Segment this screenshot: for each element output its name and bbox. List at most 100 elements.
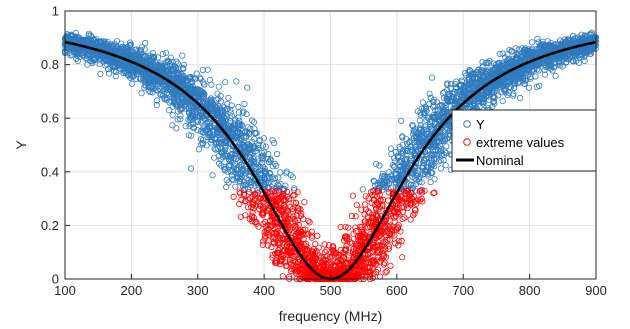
y-point	[377, 179, 384, 186]
y-point	[534, 35, 541, 43]
y-point	[407, 182, 414, 189]
y-point	[465, 68, 472, 76]
y-point	[107, 57, 115, 64]
extreme-point	[362, 201, 369, 208]
extreme-point	[382, 254, 390, 261]
y-point	[138, 50, 145, 58]
y-point	[486, 89, 493, 96]
y-point	[473, 98, 480, 105]
extreme-point	[381, 228, 389, 235]
y-point	[398, 150, 405, 157]
extreme-point	[254, 190, 261, 197]
y-point	[244, 124, 251, 131]
y-point	[227, 157, 234, 165]
y-point	[156, 67, 164, 74]
y-point	[427, 121, 434, 128]
y-point	[453, 95, 460, 102]
y-point	[110, 47, 117, 54]
y-point	[514, 51, 521, 58]
y-point	[93, 40, 101, 47]
y-point	[528, 62, 535, 69]
y-point	[273, 150, 281, 158]
extreme-point	[338, 253, 345, 260]
y-point	[371, 178, 378, 185]
y-point	[215, 115, 222, 122]
y-point	[215, 138, 222, 145]
extreme-point	[407, 199, 414, 206]
extreme-point	[312, 240, 319, 247]
extreme-point	[348, 212, 355, 220]
y-point	[570, 32, 577, 40]
y-point	[197, 75, 204, 83]
extreme-point	[379, 196, 387, 203]
y-point	[210, 131, 218, 138]
y-point	[566, 37, 573, 44]
y-point	[419, 99, 426, 106]
y-point	[388, 176, 395, 183]
y-point	[207, 95, 214, 102]
extreme-point	[292, 199, 299, 206]
y-point	[408, 137, 415, 144]
extreme-point	[297, 233, 304, 240]
y-point	[538, 48, 546, 56]
y-point	[226, 156, 233, 163]
y-point	[215, 83, 222, 90]
extreme-point	[387, 262, 394, 269]
y-point	[475, 66, 482, 73]
y-point	[201, 115, 208, 122]
extreme-point	[345, 252, 352, 259]
y-point	[168, 98, 175, 105]
extreme-point	[369, 264, 376, 271]
y-point	[564, 53, 571, 61]
y-point	[163, 90, 170, 97]
extreme-point	[268, 244, 275, 251]
y-point	[151, 58, 158, 65]
y-point	[416, 178, 423, 185]
y-point	[228, 151, 235, 158]
y-point	[433, 110, 441, 117]
extreme-point	[276, 206, 283, 213]
extreme-point	[295, 221, 303, 229]
y-point	[514, 55, 521, 62]
y-point	[249, 138, 256, 146]
y-point	[247, 180, 254, 187]
extreme-point	[290, 262, 297, 269]
y-point	[239, 109, 246, 116]
y-point	[222, 118, 229, 125]
y-point	[423, 167, 430, 174]
y-point	[512, 77, 519, 84]
extreme-point	[275, 187, 282, 194]
y-point	[398, 158, 405, 165]
y-point	[179, 81, 187, 88]
extreme-point	[352, 213, 359, 220]
y-point	[236, 131, 243, 138]
extreme-point	[256, 201, 264, 208]
y-point	[202, 100, 209, 107]
y-point	[190, 74, 197, 81]
y-point	[422, 151, 429, 158]
y-point	[271, 175, 279, 182]
extreme-point	[358, 206, 365, 213]
y-point	[233, 175, 240, 182]
y-point	[260, 135, 268, 142]
y-point	[210, 128, 217, 135]
extreme-point	[318, 253, 325, 260]
y-point	[417, 111, 424, 119]
y-point	[229, 147, 236, 154]
y-point	[500, 87, 508, 94]
y-point	[234, 128, 241, 135]
y-point	[499, 60, 506, 67]
y-point	[237, 134, 245, 141]
extreme-point	[365, 208, 372, 215]
y-point	[229, 167, 236, 174]
y-point	[501, 65, 509, 72]
y-point	[222, 116, 229, 123]
y-point	[551, 55, 559, 63]
y-point	[550, 45, 557, 52]
y-point	[441, 89, 448, 96]
y-point	[200, 93, 207, 100]
y-point	[246, 130, 253, 138]
y-point	[75, 33, 82, 40]
y-point	[409, 170, 416, 177]
